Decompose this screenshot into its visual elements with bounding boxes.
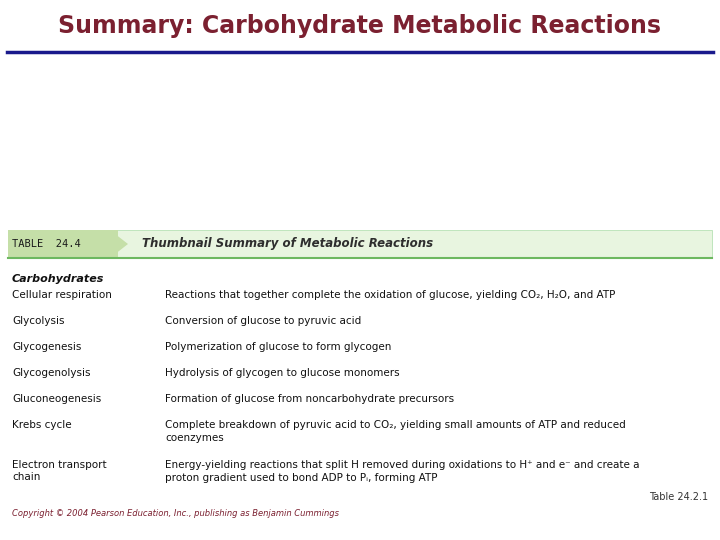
Text: Krebs cycle: Krebs cycle (12, 420, 71, 430)
Text: Reactions that together complete the oxidation of glucose, yielding CO₂, H₂O, an: Reactions that together complete the oxi… (165, 290, 616, 300)
Text: TABLE  24.4: TABLE 24.4 (12, 239, 81, 249)
Polygon shape (110, 230, 128, 258)
Text: Hydrolysis of glycogen to glucose monomers: Hydrolysis of glycogen to glucose monome… (165, 368, 400, 378)
Text: Cellular respiration: Cellular respiration (12, 290, 112, 300)
Text: Glycolysis: Glycolysis (12, 316, 65, 326)
Text: Complete breakdown of pyruvic acid to CO₂, yielding small amounts of ATP and red: Complete breakdown of pyruvic acid to CO… (165, 420, 626, 443)
Bar (8, 230, 712, 258)
Text: Electron transport
chain: Electron transport chain (12, 460, 107, 482)
Text: Gluconeogenesis: Gluconeogenesis (12, 394, 102, 404)
Bar (0, 0, 720, 52)
Text: Energy-yielding reactions that split H removed during oxidations to H⁺ and e⁻ an: Energy-yielding reactions that split H r… (165, 460, 639, 483)
Bar (8, 230, 118, 258)
Text: Glycogenesis: Glycogenesis (12, 342, 81, 352)
Text: Polymerization of glucose to form glycogen: Polymerization of glucose to form glycog… (165, 342, 392, 352)
Text: Table 24.2.1: Table 24.2.1 (649, 492, 708, 502)
Text: Formation of glucose from noncarbohydrate precursors: Formation of glucose from noncarbohydrat… (165, 394, 454, 404)
Text: Summary: Carbohydrate Metabolic Reactions: Summary: Carbohydrate Metabolic Reaction… (58, 14, 662, 38)
Text: Carbohydrates: Carbohydrates (12, 274, 104, 284)
Text: Glycogenolysis: Glycogenolysis (12, 368, 91, 378)
Text: Copyright © 2004 Pearson Education, Inc., publishing as Benjamin Cummings: Copyright © 2004 Pearson Education, Inc.… (12, 509, 339, 518)
Text: Conversion of glucose to pyruvic acid: Conversion of glucose to pyruvic acid (165, 316, 361, 326)
Text: Thumbnail Summary of Metabolic Reactions: Thumbnail Summary of Metabolic Reactions (142, 238, 433, 251)
